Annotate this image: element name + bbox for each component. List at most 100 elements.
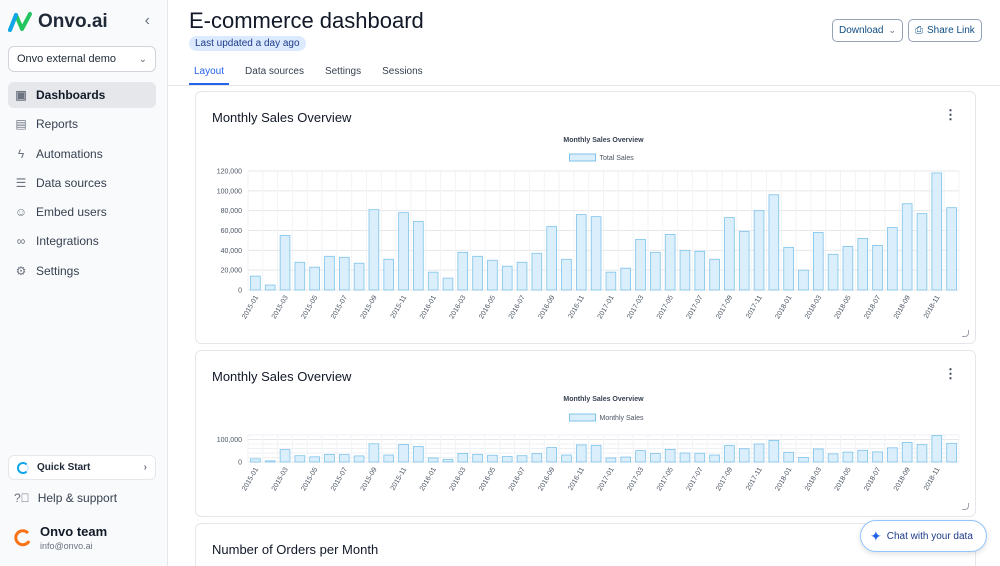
x-tick-label: 2017-09	[715, 466, 734, 492]
sidebar-item-label: Embed users	[36, 205, 107, 220]
more-vertical-icon[interactable]: ⋮	[944, 366, 957, 381]
card-title: Number of Orders per Month	[212, 542, 379, 557]
bar	[398, 444, 409, 463]
x-tick-label: 2015-09	[360, 466, 379, 492]
x-tick-label: 2017-11	[745, 294, 764, 319]
tab-settings[interactable]: Settings	[324, 66, 362, 77]
main-content: E-commerce dashboard Last updated a day …	[168, 0, 1000, 566]
sales-bar-chart: Monthly Sales Overview Monthly Sales 0 100,…	[217, 396, 960, 492]
sidebar-nav: ▣ Dashboards ▤ Reports ϟ Automations ☰ D…	[8, 82, 156, 287]
brand[interactable]: Onvo.ai ‹	[8, 8, 160, 36]
chart-title: Monthly Sales Overview	[563, 137, 644, 144]
x-tick-label: 2018-09	[893, 466, 912, 492]
y-tick-label: 40,000	[221, 248, 243, 255]
sidebar: Onvo.ai ‹ Onvo external demo ⌄ ▣ Dashboa…	[0, 0, 168, 566]
tab-data-sources[interactable]: Data sources	[245, 66, 304, 77]
bar	[931, 435, 943, 463]
help-support-link[interactable]: ?⃝ Help & support	[14, 491, 117, 505]
bar	[546, 226, 557, 291]
bar	[753, 443, 765, 463]
sparkle-icon: ✦	[870, 527, 882, 544]
bar	[946, 442, 957, 463]
chat-with-data-button[interactable]: ✦ Chat with your data	[860, 520, 987, 552]
tabs: Layout Data sources Settings Sessions	[189, 64, 439, 86]
tab-layout[interactable]: Layout	[189, 64, 230, 85]
download-button[interactable]: Download ⌄	[832, 19, 903, 42]
dashboard-icon: ▣	[15, 88, 27, 102]
last-updated-badge: Last updated a day ago	[189, 36, 306, 51]
bar	[250, 458, 261, 463]
x-tick-label: 2015-11	[390, 466, 409, 491]
org-select-value: Onvo external demo	[17, 53, 117, 65]
x-tick-label: 2017-01	[597, 466, 616, 492]
bar	[442, 458, 454, 463]
bar	[264, 460, 276, 463]
bar	[427, 271, 439, 291]
bar	[887, 447, 898, 463]
tab-sessions[interactable]: Sessions	[382, 66, 423, 77]
bar	[309, 456, 320, 463]
help-label: Help & support	[37, 491, 118, 505]
bar	[368, 443, 380, 463]
x-tick-label: 2017-09	[715, 294, 734, 320]
x-tick-label: 2017-01	[597, 294, 616, 320]
org-select[interactable]: Onvo external demo ⌄	[8, 46, 156, 72]
sidebar-item-automations[interactable]: ϟ Automations	[8, 141, 156, 167]
bar	[383, 258, 395, 291]
bar	[738, 231, 750, 291]
quick-start-button[interactable]: Quick Start ›	[8, 455, 156, 480]
resize-handle[interactable]	[962, 330, 969, 337]
bar	[768, 440, 780, 463]
sidebar-item-settings[interactable]: ⚙ Settings	[8, 258, 156, 284]
collapse-sidebar-icon[interactable]: ‹	[144, 12, 150, 29]
bar	[694, 452, 706, 463]
bar	[620, 267, 632, 291]
bar	[709, 454, 720, 463]
team-profile[interactable]: Onvo team info@onvo.ai	[14, 524, 107, 551]
x-tick-label: 2015-09	[360, 294, 379, 320]
resize-handle[interactable]	[962, 503, 969, 510]
bar	[946, 207, 957, 291]
sidebar-item-data-sources[interactable]: ☰ Data sources	[8, 170, 156, 196]
bar	[827, 453, 839, 463]
sidebar-item-dashboards[interactable]: ▣ Dashboards	[8, 82, 156, 108]
bar	[353, 455, 365, 463]
share-link-button[interactable]: ⎙ Share Link	[908, 19, 982, 42]
bar	[472, 255, 483, 291]
more-vertical-icon[interactable]: ⋮	[944, 107, 957, 122]
sidebar-item-reports[interactable]: ▤ Reports	[8, 111, 156, 137]
sidebar-item-label: Automations	[36, 146, 103, 161]
bar	[338, 256, 350, 291]
team-logo-icon	[14, 528, 31, 546]
x-tick-label: 2015-01	[241, 466, 260, 492]
sidebar-item-label: Integrations	[36, 234, 99, 249]
sidebar-item-label: Data sources	[36, 175, 107, 190]
bar	[709, 258, 720, 291]
bar	[457, 453, 469, 463]
download-label: Download	[839, 25, 884, 36]
bar	[501, 456, 513, 463]
bar	[738, 448, 750, 463]
bar	[250, 275, 261, 291]
x-tick-label: 2016-05	[478, 294, 497, 320]
x-tick-label: 2016-03	[449, 294, 468, 320]
chat-label: Chat with your data	[886, 530, 973, 542]
bar	[324, 453, 335, 463]
chart-card: Monthly Sales Overview ⋮ Monthly Sales O…	[195, 91, 976, 344]
x-tick-label: 2015-03	[271, 294, 290, 320]
y-tick-label: 60,000	[221, 228, 243, 235]
sidebar-item-embed-users[interactable]: ☺ Embed users	[8, 199, 156, 225]
x-tick-label: 2018-03	[804, 294, 823, 320]
bar	[768, 194, 780, 291]
progress-ring-icon	[17, 461, 29, 474]
bar	[901, 203, 913, 291]
bar	[338, 454, 350, 463]
team-name: Onvo team	[40, 524, 108, 539]
sidebar-item-integrations[interactable]: ∞ Integrations	[8, 228, 156, 254]
bar	[857, 238, 869, 291]
brand-name: Onvo.ai	[38, 11, 108, 32]
x-tick-label: 2015-11	[390, 294, 409, 319]
chart-card: Monthly Sales Overview ⋮ Monthly Sales O…	[195, 350, 976, 517]
legend-label: Monthly Sales	[600, 415, 644, 422]
sidebar-item-label: Reports	[36, 117, 79, 132]
